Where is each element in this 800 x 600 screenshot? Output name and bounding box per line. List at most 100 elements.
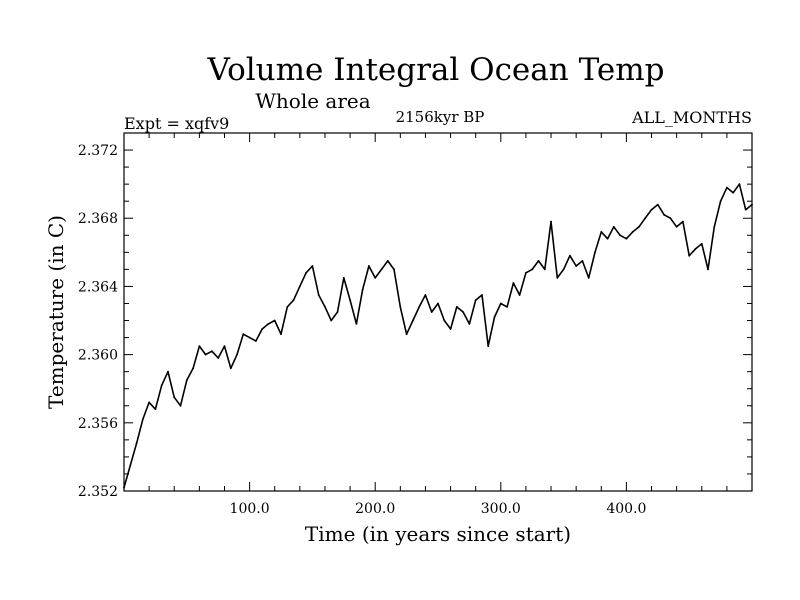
- data-point: [349, 299, 351, 301]
- data-point: [305, 271, 307, 274]
- data-point: [581, 260, 584, 262]
- data-point: [204, 353, 207, 356]
- data-point: [525, 271, 527, 274]
- data-point: [129, 464, 132, 467]
- data-point: [236, 353, 238, 356]
- data-point: [512, 282, 515, 284]
- data-point: [141, 418, 144, 421]
- data-point: [656, 203, 659, 206]
- data-point: [380, 268, 383, 271]
- data-point: [412, 319, 414, 322]
- data-point: [148, 401, 151, 404]
- data-point: [487, 345, 490, 347]
- data-point: [619, 234, 621, 237]
- y-tick-label: 2.352: [78, 484, 118, 500]
- data-point: [217, 357, 220, 359]
- data-point: [273, 319, 276, 322]
- data-point: [612, 225, 615, 228]
- data-point: [631, 231, 634, 233]
- data-point: [650, 208, 653, 211]
- data-point: [481, 294, 483, 296]
- data-point: [424, 294, 427, 296]
- data-point: [638, 225, 640, 228]
- data-point: [167, 370, 169, 373]
- data-point: [499, 302, 502, 305]
- y-axis-label: Temperature (in C): [44, 215, 68, 409]
- y-tick-label: 2.368: [78, 211, 118, 227]
- data-point: [493, 316, 496, 318]
- data-point: [135, 442, 138, 445]
- data-point: [506, 306, 508, 308]
- data-point: [374, 277, 377, 279]
- data-point: [449, 328, 452, 330]
- data-point: [569, 254, 571, 257]
- chart-subtitle: Whole area: [255, 89, 370, 113]
- series-line: [123, 183, 753, 488]
- data-point: [361, 288, 364, 291]
- data-point: [713, 225, 716, 228]
- y-tick-label: 2.360: [78, 348, 118, 364]
- data-point: [368, 265, 370, 267]
- experiment-label: Expt = xqfv9: [124, 114, 229, 133]
- data-point: [550, 220, 552, 223]
- data-point: [286, 306, 289, 308]
- data-point: [261, 328, 264, 330]
- months-label: ALL_MONTHS: [631, 108, 752, 127]
- data-point: [625, 237, 628, 240]
- x-axis: 100.0 200.0 300.0 400.0: [148, 133, 728, 517]
- data-point: [154, 408, 157, 411]
- data-point: [738, 183, 741, 186]
- x-tick-label: 200.0: [355, 501, 395, 517]
- data-point: [405, 333, 408, 336]
- data-point: [719, 200, 722, 203]
- chart-title: Volume Integral Ocean Temp: [207, 52, 665, 88]
- data-point: [663, 213, 665, 216]
- data-point: [587, 277, 590, 279]
- data-point: [594, 251, 596, 254]
- data-point: [393, 268, 395, 271]
- data-point: [298, 285, 301, 288]
- data-point: [688, 254, 691, 257]
- x-tick-label: 400.0: [606, 501, 646, 517]
- data-point: [732, 191, 735, 194]
- data-point: [644, 217, 647, 220]
- data-point: [292, 299, 295, 301]
- y-axis: 2.352 2.356 2.360 2.364 2.368 2.372: [78, 132, 752, 500]
- data-point: [468, 323, 471, 325]
- y-tick-label: 2.364: [78, 279, 118, 295]
- data-point: [543, 268, 546, 271]
- data-point: [455, 306, 458, 308]
- data-point: [160, 384, 163, 387]
- x-tick-label: 300.0: [481, 501, 521, 517]
- data-point: [386, 260, 389, 262]
- data-point: [751, 203, 753, 206]
- data-point: [675, 225, 678, 228]
- data-point: [330, 319, 333, 322]
- data-point: [173, 396, 176, 399]
- data-point: [248, 336, 251, 339]
- data-point: [556, 277, 559, 279]
- data-point: [185, 379, 188, 382]
- data-point: [707, 268, 709, 271]
- data-point: [211, 350, 213, 353]
- data-point: [669, 217, 672, 220]
- data-point: [744, 208, 747, 211]
- data-point: [223, 345, 226, 347]
- data-point: [324, 306, 326, 308]
- data-point: [336, 311, 339, 313]
- data-point: [229, 367, 232, 370]
- data-point: [430, 311, 433, 313]
- data-point: [562, 268, 565, 271]
- data-point: [192, 367, 195, 370]
- period-label: 2156kyr BP: [396, 108, 485, 126]
- data-point: [462, 311, 464, 313]
- data-point: [537, 260, 540, 262]
- data-point: [418, 306, 421, 308]
- data-point: [531, 268, 534, 271]
- x-axis-label: Time (in years since start): [305, 522, 571, 546]
- data-point: [443, 319, 446, 322]
- data-point: [726, 186, 728, 189]
- data-point: [342, 277, 345, 279]
- data-point: [123, 486, 125, 489]
